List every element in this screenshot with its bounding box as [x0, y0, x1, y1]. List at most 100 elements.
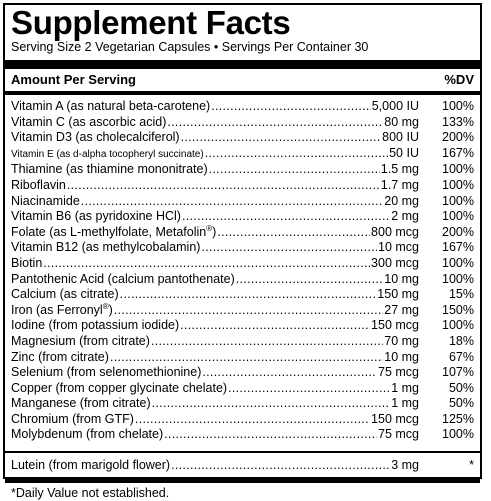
nutrient-row: Magnesium (from citrate) 70 mg 18%	[11, 334, 474, 350]
leader-dots	[67, 178, 380, 194]
leader-dots	[180, 318, 370, 334]
leader-dots	[167, 115, 383, 131]
leader-dots	[205, 146, 388, 162]
nutrient-row: Chromium (from GTF) 150 mcg 125%	[11, 412, 474, 428]
nutrient-name: Vitamin D3 (as cholecalciferol)	[11, 130, 180, 145]
nutrient-dv: 100%	[442, 193, 474, 208]
nutrient-dv: 100%	[442, 271, 474, 286]
thick-divider	[5, 60, 480, 69]
divider	[5, 451, 480, 454]
nutrient-amount: 20 mg	[384, 193, 419, 208]
nutrient-dv: 107%	[442, 365, 474, 380]
footer-divider	[5, 478, 480, 483]
leader-dots	[151, 334, 383, 350]
nutrient-name: Thiamine (as thiamine mononitrate)	[11, 162, 208, 177]
nutrient-amount: 27 mg	[384, 302, 419, 317]
nutrient-name: Niacinamide	[11, 193, 80, 208]
nutrient-list: Vitamin A (as natural beta-carotene) 5,00…	[11, 99, 474, 443]
leader-dots	[209, 162, 380, 178]
nutrient-amount: 75 mcg	[378, 365, 419, 380]
nutrient-amount: 300 mcg	[371, 255, 419, 270]
nutrient-amount: 80 mg	[384, 114, 419, 129]
nutrient-row: Calcium (as citrate) 150 mg 15%	[11, 287, 474, 303]
leader-dots	[152, 396, 391, 412]
leader-dots	[217, 225, 370, 241]
nutrient-name: Zinc (from citrate)	[11, 349, 109, 364]
nutrient-row: Iron (as Ferronyl®) 27 mg 150%	[11, 302, 474, 319]
nutrient-name: Chromium (from GTF)	[11, 411, 134, 426]
nutrient-name: Biotin	[11, 255, 43, 270]
footnote: *Daily Value not established.	[11, 485, 170, 500]
nutrient-name: Magnesium (from citrate)	[11, 333, 150, 348]
nutrient-amount: 1.5 mg	[380, 162, 419, 177]
nutrient-amount: 150 mg	[377, 287, 419, 302]
nutrient-dv: 50%	[448, 396, 474, 411]
nutrient-dv: 100%	[442, 427, 474, 442]
nutrient-amount: 5,000 IU	[371, 99, 419, 113]
leader-dots	[43, 256, 370, 272]
nutrient-amount: 50 IU	[389, 145, 419, 160]
nutrient-dv: 133%	[442, 114, 474, 129]
leader-dots	[202, 365, 377, 381]
nutrient-dv: 100%	[442, 318, 474, 333]
nutrient-name: Vitamin A (as natural beta-carotene)	[11, 99, 211, 113]
leader-dots	[236, 272, 384, 288]
nutrient-row: Vitamin D3 (as cholecalciferol) 800 IU 200…	[11, 130, 474, 146]
nutrient-row: Vitamin B12 (as methylcobalamin) 10 mcg 16…	[11, 240, 474, 256]
leader-dots	[135, 412, 370, 428]
column-header: Amount Per Serving %DV	[11, 72, 474, 88]
nutrient-dv: 100%	[442, 255, 474, 270]
amount-header: Amount Per Serving	[11, 72, 136, 87]
nutrient-amount: 150 mcg	[371, 411, 419, 426]
nutrient-name: Folate (as L-methylfolate, Metafolin®)	[11, 223, 217, 239]
nutrient-row: Selenium (from selenomethionine) 75 mcg 10…	[11, 365, 474, 381]
nutrient-dv: 150%	[442, 302, 474, 317]
nutrient-amount: 800 mcg	[371, 224, 419, 239]
nutrient-row: Manganese (from citrate) 1 mg 50%	[11, 396, 474, 412]
nutrient-dv: 15%	[448, 287, 474, 302]
nutrient-amount: 1 mg	[391, 396, 419, 411]
leader-dots	[228, 381, 390, 397]
nutrient-amount: 10 mg	[384, 349, 419, 364]
nutrient-row: Vitamin A (as natural beta-carotene) 5,00…	[11, 99, 474, 115]
nutrient-row: Vitamin B6 (as pyridoxine HCl) 2 mg 100%	[11, 209, 474, 225]
nutrient-row: Vitamin E (as d-alpha tocopheryl succina…	[11, 146, 474, 163]
nutrient-row: Biotin 300 mcg 100%	[11, 256, 474, 272]
nutrient-row: Niacinamide 20 mg 100%	[11, 194, 474, 210]
nutrient-dv: 167%	[442, 240, 474, 255]
nutrient-name: Vitamin C (as ascorbic acid)	[11, 114, 167, 129]
nutrient-row: Riboflavin 1.7 mg 100%	[11, 178, 474, 194]
nutrient-name: Selenium (from selenomethionine)	[11, 365, 202, 380]
nutrient-dv: 100%	[442, 209, 474, 224]
nutrient-name: Vitamin B6 (as pyridoxine HCl)	[11, 209, 181, 224]
nutrient-row: Molybdenum (from chelate) 75 mcg 100%	[11, 427, 474, 443]
supplement-facts-panel: Supplement Facts Serving Size 2 Vegetari…	[3, 3, 482, 500]
nutrient-row: Copper (from copper glycinate chelate) 1 …	[11, 381, 474, 397]
extra-row: Lutein (from marigold flower) 3 mg *	[11, 458, 474, 474]
nutrient-dv: *	[469, 458, 474, 473]
nutrient-name: Lutein (from marigold flower)	[11, 458, 171, 473]
nutrient-name: Riboflavin	[11, 177, 66, 192]
nutrient-amount: 2 mg	[391, 209, 419, 224]
nutrient-amount: 75 mcg	[378, 427, 419, 442]
nutrient-amount: 1 mg	[391, 380, 419, 395]
nutrient-row: Pantothenic Acid (calcium pantothenate) 1…	[11, 272, 474, 288]
leader-dots	[181, 130, 382, 146]
nutrient-name: Iodine (from potassium iodide)	[11, 318, 180, 333]
nutrient-name: Molybdenum (from chelate)	[11, 427, 164, 442]
nutrient-name: Copper (from copper glycinate chelate)	[11, 380, 228, 395]
nutrient-amount: 3 mg	[391, 458, 419, 473]
nutrient-row: Thiamine (as thiamine mononitrate) 1.5 mg…	[11, 162, 474, 178]
nutrient-dv: 50%	[448, 380, 474, 395]
nutrient-dv: 125%	[442, 411, 474, 426]
nutrient-name: Vitamin B12 (as methylcobalamin)	[11, 240, 201, 255]
leader-dots	[211, 99, 371, 115]
leader-dots	[171, 458, 390, 474]
dv-header: %DV	[444, 72, 474, 87]
serving-info: Serving Size 2 Vegetarian Capsules • Ser…	[11, 40, 369, 54]
leader-dots	[110, 350, 383, 366]
nutrient-name: Calcium (as citrate)	[11, 287, 119, 302]
nutrient-name: Pantothenic Acid (calcium pantothenate)	[11, 271, 235, 286]
nutrient-amount: 10 mcg	[378, 240, 419, 255]
nutrient-dv: 100%	[442, 162, 474, 177]
